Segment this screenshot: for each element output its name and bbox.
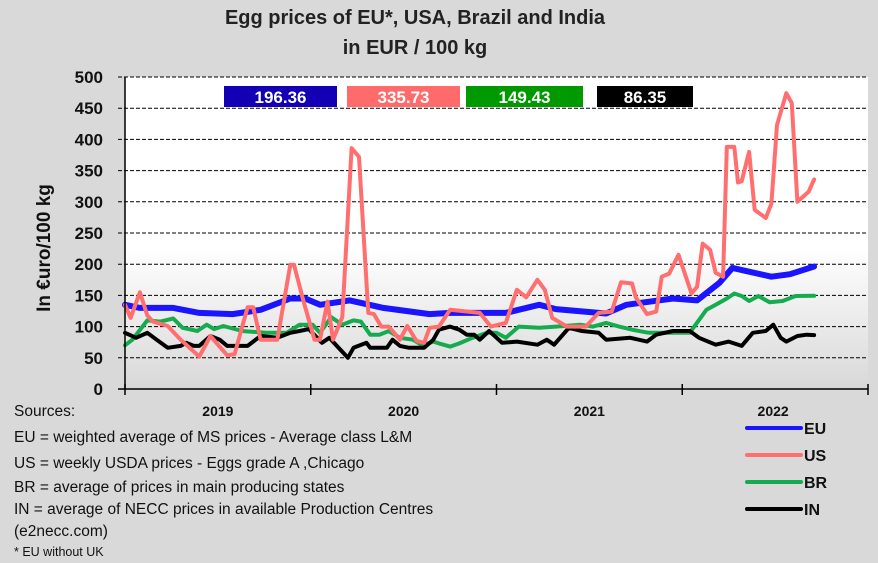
source-line-in-cont: (e2necc.com) (14, 523, 108, 540)
latest-value-box-us (347, 86, 460, 107)
y-tick-label-50: 50 (84, 349, 103, 368)
y-tick-label-150: 150 (75, 286, 103, 305)
y-axis-label: In €uro/100 kg (34, 184, 55, 312)
latest-value-in: 86.35 (624, 88, 667, 107)
latest-value-box-br (466, 86, 583, 107)
legend-label-us: US (804, 448, 827, 465)
legend-label-br: BR (804, 475, 828, 492)
y-tick-label-500: 500 (75, 68, 103, 87)
y-tick-label-200: 200 (75, 255, 103, 274)
latest-value-eu: 196.36 (255, 88, 307, 107)
y-tick-label-300: 300 (75, 193, 103, 212)
y-tick-label-100: 100 (75, 318, 103, 337)
chart-title-line-2: in EUR / 100 kg (343, 37, 488, 59)
y-tick-label-0: 0 (94, 380, 103, 399)
source-line-us: US = weekly USDA prices - Eggs grade A ,… (14, 455, 364, 472)
latest-value-br: 149.43 (499, 88, 551, 107)
footnote: * EU without UK (14, 545, 104, 559)
x-tick-label-2020: 2020 (388, 403, 419, 419)
legend: EU US BR IN (745, 421, 828, 519)
sources-heading: Sources: (14, 403, 75, 420)
x-tick-label-2019: 2019 (202, 403, 233, 419)
latest-value-box-in (597, 86, 693, 107)
y-tick-label-250: 250 (75, 224, 103, 243)
sources-block: Sources: EU = weighted average of MS pri… (14, 403, 433, 559)
source-line-in: IN = average of NECC prices in available… (14, 501, 433, 518)
legend-label-in: IN (804, 502, 820, 519)
x-tick-label-2022: 2022 (758, 403, 789, 419)
source-line-eu: EU = weighted average of MS prices - Ave… (14, 429, 412, 446)
x-tick-label-2021: 2021 (574, 403, 605, 419)
legend-label-eu: EU (804, 421, 826, 438)
latest-value-box-eu (224, 86, 337, 107)
series-line-us (123, 91, 817, 359)
series-line-in (123, 322, 817, 360)
y-tick-label-350: 350 (75, 162, 103, 181)
series-line-br (123, 291, 817, 349)
source-line-br: BR = average of prices in main producing… (14, 479, 345, 496)
latest-value-us: 335.73 (378, 88, 430, 107)
y-tick-label-450: 450 (75, 99, 103, 118)
y-tick-label-400: 400 (75, 130, 103, 149)
chart-title-line-1: Egg prices of EU*, USA, Brazil and India (225, 7, 606, 29)
